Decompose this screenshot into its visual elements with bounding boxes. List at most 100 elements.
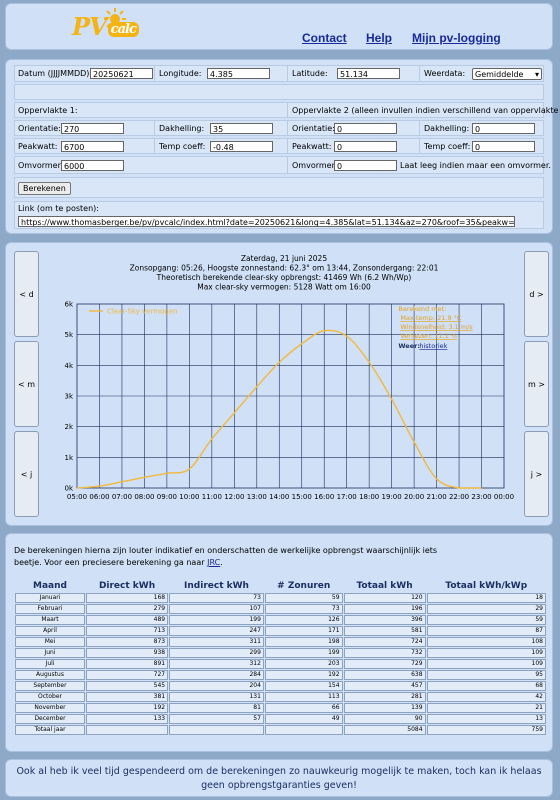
x-tick-label: 05:00 <box>67 493 87 501</box>
logo[interactable]: PV calc <box>72 12 139 41</box>
value-cell: 281 <box>343 692 426 702</box>
value-cell: 204 <box>169 681 264 691</box>
table-row: October 381 131 113 281 42 <box>15 692 546 702</box>
temp1-label: Temp coeff: <box>159 142 206 151</box>
date-input[interactable]: 20250621 <box>90 68 153 79</box>
orientation2-input[interactable]: 0 <box>334 123 397 134</box>
empty-row <box>14 84 544 100</box>
calculate-button[interactable]: Berekenen <box>18 182 71 195</box>
weather-select-value: Gemiddelde <box>475 70 524 79</box>
value-cell: 938 <box>86 648 169 658</box>
nav-help-link[interactable]: Help <box>366 31 393 45</box>
surface2-title: Oppervlakte 2 (alleen invullen indien ve… <box>292 106 560 115</box>
link-input[interactable]: https://www.thomasberger.be/pv/pvcalc/in… <box>18 216 515 227</box>
value-cell: 49 <box>264 714 343 724</box>
value-cell <box>86 725 169 735</box>
month-cell: December <box>15 714 85 724</box>
longitude-label: Longitude: <box>159 69 202 78</box>
footer-text: Ook al heb ik veel tijd gespendeerd om d… <box>16 766 542 791</box>
slope1-label: Dakhelling: <box>159 124 205 133</box>
value-cell: 133 <box>86 714 169 724</box>
header: PV calc Contact Help Mijn pv-logging <box>5 3 553 50</box>
table-row: Totaal jaar 5084 759 <box>15 725 546 735</box>
table-row: Juni 938 299 199 732 109 <box>15 648 546 658</box>
column-header: Totaal kWh/kWp <box>445 580 528 591</box>
disclaimer-text: De berekeningen hierna zijn louter indik… <box>14 546 438 567</box>
value-cell: 457 <box>343 681 426 691</box>
month-cell: Juli <box>15 659 85 669</box>
y-tick-label: 4k <box>64 362 73 370</box>
table-row: Februari 279 107 73 196 29 <box>15 604 546 614</box>
temp2-label: Temp coeff: <box>424 142 471 151</box>
inverter-row: Omvormer: 6000 Omvormer: 0 Laat leeg indien… <box>14 156 551 174</box>
prev-month-button[interactable]: < m <box>14 341 39 427</box>
prev-day-button[interactable]: < d <box>14 251 39 337</box>
peak-row: Peakwatt: 6700 Temp coeff: -0.48 Peakwatt:… <box>14 138 544 154</box>
inverter2-input[interactable]: 0 <box>334 160 397 171</box>
x-tick-label: 14:00 <box>269 493 289 501</box>
column-header: Maand <box>33 580 67 591</box>
temp2-input[interactable]: 0 <box>472 141 535 152</box>
x-tick-label: 09:00 <box>157 493 177 501</box>
slope1-input[interactable]: 35 <box>210 123 273 134</box>
inverter2-label: Omvormer: <box>292 161 338 170</box>
surface-titles-row: Oppervlakte 1: Oppervlakte 2 (alleen inv… <box>14 102 560 118</box>
value-cell: 299 <box>169 648 264 658</box>
value-cell: 312 <box>169 659 264 669</box>
chart-title-line: Zaterdag, 21 juni 2025 <box>241 254 327 263</box>
value-cell: 154 <box>264 681 343 691</box>
next-year-button[interactable]: j > <box>524 431 549 517</box>
peak1-input[interactable]: 6700 <box>61 141 124 152</box>
next-month-button[interactable]: m > <box>524 341 549 427</box>
date-cell: Datum (JJJJMMDD): 20250621 <box>15 66 155 81</box>
table-row: December 133 57 49 90 13 <box>15 714 546 724</box>
longitude-input[interactable]: 4.385 <box>207 68 270 79</box>
temp1-input[interactable]: -0.48 <box>210 141 273 152</box>
location-row: Datum (JJJJMMDD): 20250621 Longitude: 4.… <box>14 65 544 82</box>
footer: Ook al heb ik veel tijd gespendeerd om d… <box>5 759 553 797</box>
monthly-table: Maand Direct kWh Indirect kWh # Zonuren Tota… <box>14 578 547 736</box>
value-cell: 59 <box>264 593 343 603</box>
prev-year-button[interactable]: < j <box>14 431 39 517</box>
value-cell: 5084 <box>343 725 426 735</box>
value-cell: 73 <box>169 593 264 603</box>
value-cell: 168 <box>86 593 169 603</box>
orientation1-input[interactable]: 270 <box>61 123 124 134</box>
value-cell: 113 <box>264 692 343 702</box>
x-tick-label: 00:00 <box>494 493 514 501</box>
weather-select[interactable]: Gemiddelde ▾ <box>472 68 542 80</box>
value-cell: 279 <box>86 604 169 614</box>
calc-row: Berekenen <box>14 177 544 198</box>
month-cell: Februari <box>15 604 85 614</box>
orientation1-label: Orientatie: <box>18 124 61 133</box>
surface1-title: Oppervlakte 1: <box>18 106 78 115</box>
value-cell: 29 <box>426 604 546 614</box>
peak2-input[interactable]: 0 <box>334 141 397 152</box>
latitude-cell: Latitude: 51.134 <box>288 66 420 81</box>
value-cell: 727 <box>86 670 169 680</box>
surface1-title-cell: Oppervlakte 1: <box>15 103 288 117</box>
inverter-note: Laat leeg indien maar een omvormer. <box>400 161 551 170</box>
weather-history-link[interactable]: historiek <box>419 342 447 350</box>
month-cell: November <box>15 703 85 713</box>
slope2-input[interactable]: 0 <box>472 123 535 134</box>
inverter1-input[interactable]: 6000 <box>61 160 124 171</box>
value-cell: 171 <box>264 626 343 636</box>
value-cell: 545 <box>86 681 169 691</box>
nav-contact-link[interactable]: Contact <box>302 31 347 45</box>
latitude-label: Latitude: <box>292 69 328 78</box>
value-cell: 109 <box>426 659 546 669</box>
month-cell: Mei <box>15 637 85 647</box>
value-cell: 120 <box>343 593 426 603</box>
next-day-button[interactable]: d > <box>524 251 549 337</box>
latitude-input[interactable]: 51.134 <box>337 68 400 79</box>
chart-area: Zaterdag, 21 juni 2025 Zonsopgang: 05:26,… <box>53 251 515 521</box>
month-cell: Augustus <box>15 670 85 680</box>
nav-pv-logging-link[interactable]: Mijn pv-logging <box>412 31 501 45</box>
jrc-link[interactable]: JRC <box>207 558 221 567</box>
chevron-down-icon: ▾ <box>534 70 539 79</box>
x-tick-label: 11:00 <box>202 493 222 501</box>
inverter1-label: Omvormer: <box>18 161 64 170</box>
value-cell: 192 <box>264 670 343 680</box>
